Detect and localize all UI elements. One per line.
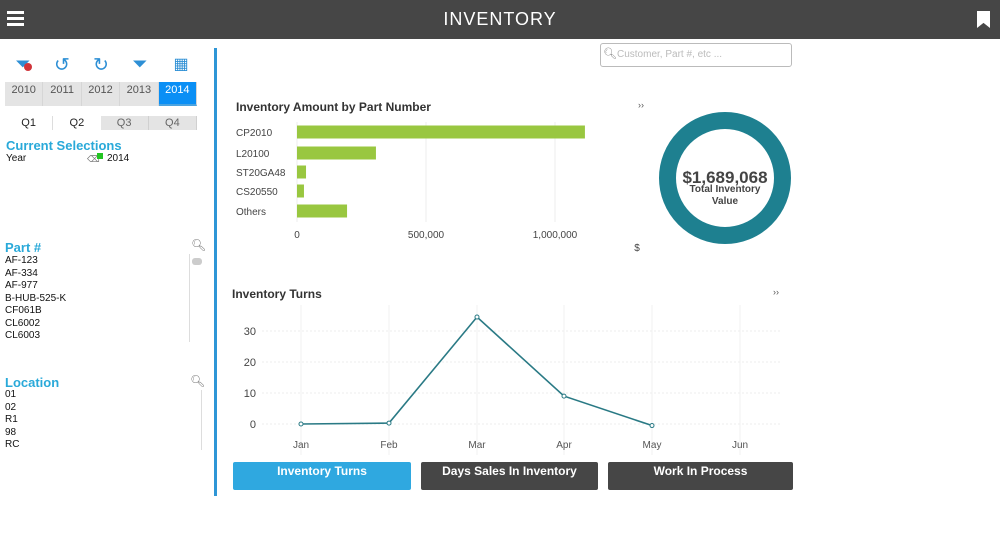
list-item[interactable]: CL6003 (5, 330, 41, 341)
hamburger-icon[interactable] (7, 11, 24, 14)
clear-filter-icon[interactable]: ⏷ (15, 54, 32, 75)
search-icon: 🔍︎ (603, 48, 617, 60)
x-tick-label: May (643, 440, 662, 451)
line-chart-title: Inventory Turns (232, 287, 322, 301)
redo-icon[interactable]: ↻ (93, 55, 109, 76)
x-tick-label: 0 (294, 230, 300, 241)
selection-value: 2014 (107, 153, 130, 164)
x-tick-label: Feb (380, 440, 398, 451)
bar (297, 165, 307, 179)
year-2010[interactable]: 2010 (5, 82, 44, 106)
expand-icon[interactable]: ›› (773, 287, 779, 297)
year-selector: 2010 2011 2012 2013 2014 (5, 82, 198, 106)
calendar-icon[interactable]: ▦ (173, 56, 189, 73)
panel-divider (214, 48, 217, 496)
list-item[interactable]: 98 (5, 426, 17, 438)
quarter-selector: Q1 Q2 Q3 Q4 (5, 116, 197, 130)
days-sales-button[interactable]: Days Sales In Inventory (421, 462, 598, 490)
data-point (561, 393, 567, 399)
inventory-turns-button[interactable]: Inventory Turns (233, 462, 411, 490)
list-item[interactable]: AF-977 (5, 280, 38, 291)
quarter-q3[interactable]: Q3 (100, 116, 149, 130)
y-tick-label: 20 (244, 357, 256, 369)
x-tick-label: 1,000,000 (533, 230, 578, 241)
scrollbar-track (189, 254, 190, 342)
bar-chart-title: Inventory Amount by Part Number (236, 100, 431, 114)
list-item[interactable]: CL6002 (5, 317, 41, 329)
x-tick-label: Jan (293, 440, 309, 451)
data-point (649, 423, 655, 429)
category-label: Others (236, 207, 266, 218)
year-2014[interactable]: 2014 (158, 82, 198, 106)
location-list: 01 02 R1 98 RC (5, 389, 19, 452)
year-2012[interactable]: 2012 (82, 82, 121, 106)
y-tick-label: 10 (244, 388, 256, 400)
data-point (474, 314, 480, 320)
search-icon[interactable]: 🔍︎ (191, 238, 207, 252)
data-point (298, 421, 304, 427)
bar (297, 146, 376, 160)
x-tick-label: Apr (556, 440, 572, 451)
x-tick-label: Mar (468, 440, 486, 451)
kpi-value: $1,689,068 (682, 168, 768, 187)
filter-icon[interactable]: ⏷ (132, 54, 148, 75)
list-item[interactable]: CF061B (5, 305, 42, 316)
location-title: Location (5, 375, 60, 390)
expand-icon[interactable]: ›› (638, 100, 644, 110)
part-title: Part # (5, 240, 42, 255)
list-item[interactable]: R1 (5, 414, 18, 425)
quarter-q2[interactable]: Q2 (69, 117, 85, 129)
category-label: CP2010 (236, 128, 273, 139)
search-icon[interactable]: 🔍︎ (190, 374, 206, 388)
part-list: AF-123 AF-334 AF-977 B-HUB-525-K CF061B … (5, 255, 66, 343)
undo-icon[interactable]: ↺ (54, 55, 70, 76)
list-item[interactable]: RC (5, 439, 20, 450)
category-label: L20100 (236, 149, 270, 160)
eraser-icon[interactable]: ⌫ (87, 154, 100, 164)
kpi-label: Total Inventory Value (689, 184, 761, 207)
quarter-q1[interactable]: Q1 (5, 116, 54, 130)
list-item[interactable]: AF-123 (5, 255, 38, 266)
list-item[interactable]: B-HUB-525-K (5, 292, 67, 304)
bar (297, 204, 348, 218)
kpi-donut (659, 112, 791, 244)
donut-ring (659, 112, 791, 244)
y-tick-label: 30 (244, 326, 256, 338)
bar (297, 125, 585, 139)
data-point (386, 420, 392, 426)
category-label: CS20550 (236, 187, 278, 198)
category-label: ST20GA48 (236, 168, 286, 179)
year-2013[interactable]: 2013 (120, 82, 159, 106)
page-title: INVENTORY (443, 9, 557, 29)
list-item[interactable]: 02 (5, 401, 17, 413)
bookmark-icon[interactable] (977, 11, 990, 28)
selected-indicator-icon (97, 153, 103, 159)
x-tick-label: 500,000 (408, 230, 445, 241)
y-tick-label: 0 (250, 419, 256, 431)
quarter-q4[interactable]: Q4 (148, 116, 197, 130)
scrollbar-thumb[interactable] (192, 258, 202, 265)
year-2011[interactable]: 2011 (43, 82, 82, 106)
x-tick-label: Jun (732, 440, 748, 451)
x-axis-label: $ (634, 243, 640, 254)
list-item[interactable]: 01 (5, 389, 17, 400)
bar (297, 184, 304, 198)
search-input[interactable]: Customer, Part #, etc ... (600, 43, 792, 67)
top-bar: INVENTORY (0, 0, 1000, 39)
current-selections-title: Current Selections (6, 138, 122, 153)
work-in-process-button[interactable]: Work In Process (608, 462, 793, 490)
scrollbar-track (201, 390, 202, 450)
selection-field: Year (6, 153, 27, 164)
list-item[interactable]: AF-334 (5, 267, 38, 279)
